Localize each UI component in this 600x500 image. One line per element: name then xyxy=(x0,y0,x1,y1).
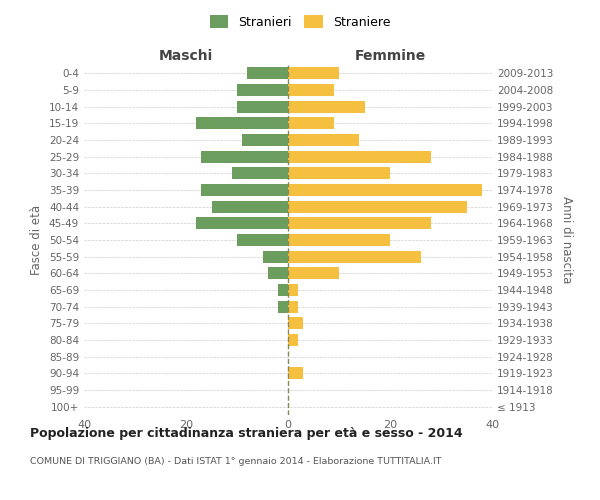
Text: Femmine: Femmine xyxy=(355,50,425,64)
Bar xyxy=(212,200,288,212)
Bar xyxy=(278,284,288,296)
Bar xyxy=(232,168,288,179)
Text: COMUNE DI TRIGGIANO (BA) - Dati ISTAT 1° gennaio 2014 - Elaborazione TUTTITALIA.: COMUNE DI TRIGGIANO (BA) - Dati ISTAT 1°… xyxy=(30,458,442,466)
Bar xyxy=(288,150,431,162)
Text: Popolazione per cittadinanza straniera per età e sesso - 2014: Popolazione per cittadinanza straniera p… xyxy=(30,428,463,440)
Bar xyxy=(196,118,288,130)
Bar xyxy=(288,184,482,196)
Bar xyxy=(278,300,288,312)
Bar xyxy=(263,250,288,262)
Bar xyxy=(268,268,288,280)
Bar xyxy=(237,84,288,96)
Bar xyxy=(288,168,390,179)
Bar xyxy=(288,84,334,96)
Legend: Stranieri, Straniere: Stranieri, Straniere xyxy=(206,11,394,32)
Bar xyxy=(202,150,288,162)
Bar xyxy=(288,300,298,312)
Bar xyxy=(288,68,339,80)
Bar xyxy=(242,134,288,146)
Bar xyxy=(288,200,467,212)
Y-axis label: Anni di nascita: Anni di nascita xyxy=(560,196,573,284)
Bar xyxy=(288,250,421,262)
Bar xyxy=(288,368,304,380)
Bar xyxy=(237,234,288,246)
Bar xyxy=(202,184,288,196)
Bar xyxy=(288,118,334,130)
Bar xyxy=(237,100,288,112)
Bar xyxy=(288,234,390,246)
Bar xyxy=(288,318,304,330)
Bar xyxy=(288,268,339,280)
Bar xyxy=(196,218,288,230)
Bar xyxy=(247,68,288,80)
Y-axis label: Fasce di età: Fasce di età xyxy=(31,205,43,275)
Bar xyxy=(288,334,298,346)
Bar xyxy=(288,100,365,112)
Bar xyxy=(288,284,298,296)
Text: Maschi: Maschi xyxy=(159,50,213,64)
Bar xyxy=(288,134,359,146)
Bar xyxy=(288,218,431,230)
